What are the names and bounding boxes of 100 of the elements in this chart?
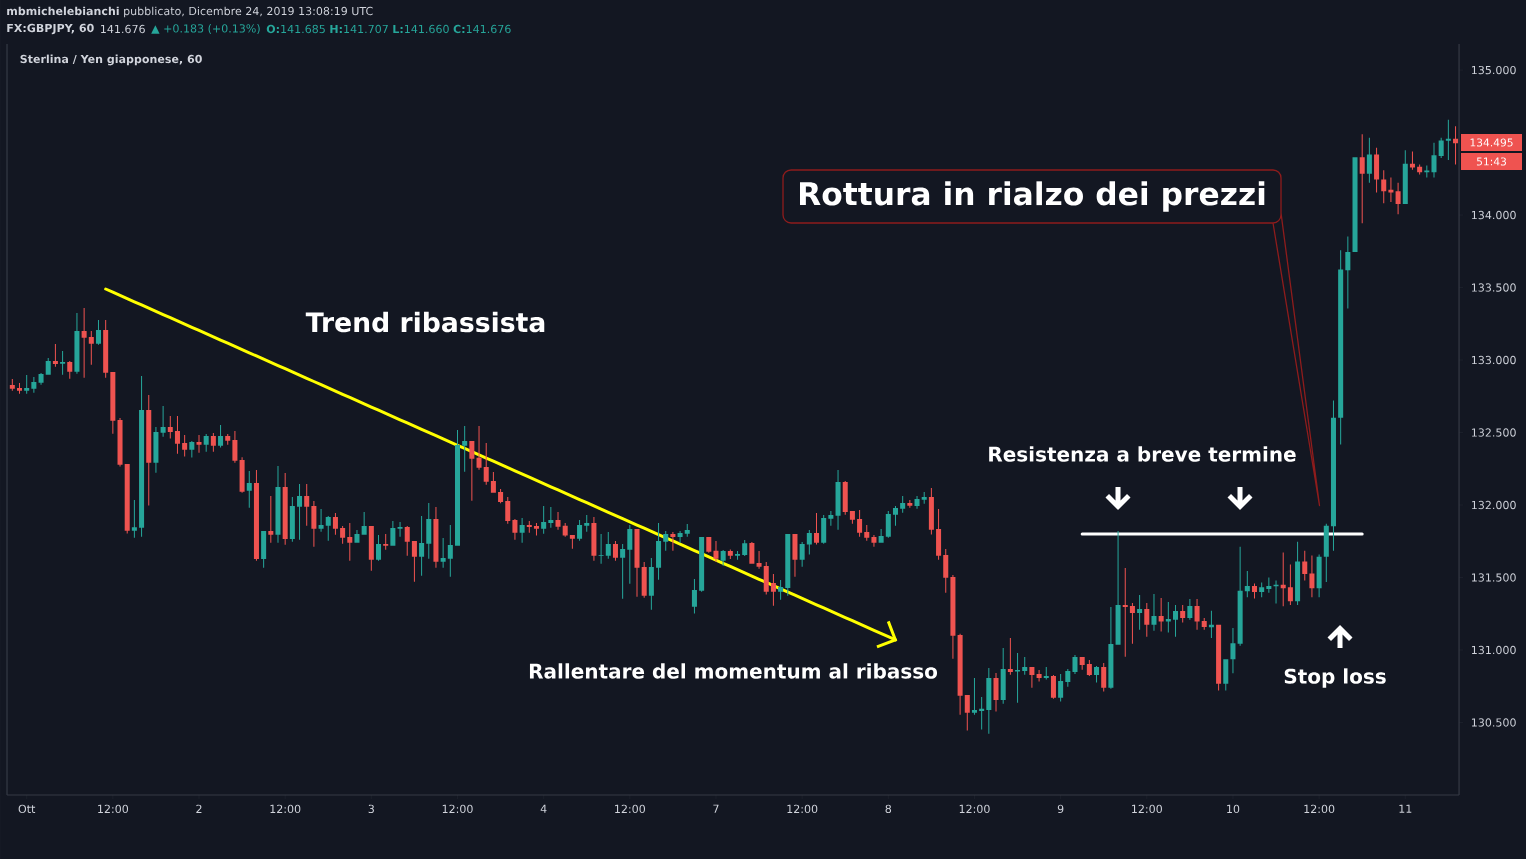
candlestick xyxy=(1165,602,1171,633)
candlestick xyxy=(533,523,539,536)
candlestick xyxy=(16,382,23,394)
candlestick xyxy=(225,433,231,445)
y-tick-label: 132.500 xyxy=(1471,428,1516,437)
annotation: Trend ribassista xyxy=(305,311,545,333)
candlestick xyxy=(971,677,977,715)
x-tick-label: 9 xyxy=(1057,804,1064,814)
candlestick xyxy=(598,534,604,564)
candlestick xyxy=(131,499,137,538)
candlestick xyxy=(397,521,403,537)
candlestick xyxy=(304,484,310,526)
candlestick xyxy=(318,509,324,532)
x-tick-label: 12:00 xyxy=(98,804,129,814)
candlestick xyxy=(268,496,274,543)
candlestick xyxy=(684,524,690,537)
y-tick-label: 135.000 xyxy=(1471,65,1516,75)
annotation: Rallentare del momentum al ribasso xyxy=(529,663,938,679)
x-tick-label: 12:00 xyxy=(959,804,990,814)
x-tick-label: 12:00 xyxy=(1132,804,1162,814)
candlestick xyxy=(778,579,784,600)
candlestick xyxy=(88,331,94,365)
candlestick xyxy=(921,491,927,504)
candlestick xyxy=(447,525,453,577)
candlestick xyxy=(1445,119,1451,160)
candlestick xyxy=(735,550,741,560)
candlestick xyxy=(9,379,15,391)
x-tick-label: 8 xyxy=(885,804,892,814)
x-tick-label: 12:00 xyxy=(442,804,473,814)
candlestick xyxy=(526,520,532,533)
y-tick-label: 133.000 xyxy=(1471,355,1516,365)
text: Sterlina / Yen giapponese, 60 xyxy=(20,54,202,66)
candlestick xyxy=(167,416,173,439)
candlestick xyxy=(892,506,898,526)
annotation: Resistenza a breve termine xyxy=(989,446,1296,462)
x-tick-label: 12:00 xyxy=(615,804,646,814)
text: FX:GBPJPY, 60 xyxy=(7,23,94,35)
candlestick xyxy=(1043,666,1049,680)
candlestick xyxy=(979,696,985,730)
candlestick xyxy=(620,544,626,599)
x-tick-label: 12:00 xyxy=(787,804,818,814)
text: mbmichelebianchi pubblicato, Dicembre 24, 2019 13:08:19 UTC xyxy=(7,6,373,18)
candlestick xyxy=(462,426,468,472)
y-tick-label: 131.000 xyxy=(1471,645,1516,655)
x-tick-label: 12:00 xyxy=(1304,804,1335,814)
x-tick-label: 4 xyxy=(540,804,547,813)
candlestick xyxy=(383,534,389,550)
candlestick xyxy=(440,538,446,568)
candlestick xyxy=(1431,142,1437,178)
x-tick-label: 2 xyxy=(196,804,202,813)
candlestick xyxy=(864,525,870,541)
x-tick-label: 12:00 xyxy=(270,804,301,814)
candlestick xyxy=(900,496,906,513)
candlestick xyxy=(347,523,353,561)
x-tick-label: 10 xyxy=(1227,804,1240,814)
candlestick xyxy=(1158,597,1164,632)
candlestick xyxy=(1015,653,1021,703)
candlestick xyxy=(1259,582,1265,598)
candlestick xyxy=(275,466,281,543)
candlestick xyxy=(548,507,554,528)
candlestick xyxy=(770,574,776,606)
x-tick-label: 11 xyxy=(1399,804,1412,813)
annotation: Stop loss xyxy=(1284,668,1386,688)
text: 141.676 xyxy=(101,24,145,34)
candlestick xyxy=(519,518,525,543)
candlestick xyxy=(670,531,676,551)
candlestick xyxy=(1072,654,1078,674)
candlestick xyxy=(81,308,87,378)
candlestick xyxy=(52,343,58,367)
candlestick xyxy=(246,471,252,508)
x-tick-label: 7 xyxy=(713,804,719,813)
y-tick-label: 133.500 xyxy=(1471,283,1516,292)
text: 51:43 xyxy=(1476,157,1507,166)
candlestick xyxy=(907,500,913,508)
candlestick xyxy=(993,672,999,712)
candlestick xyxy=(584,515,590,532)
x-tick-label: 3 xyxy=(368,804,374,814)
candlestick xyxy=(1173,605,1179,637)
candlestick xyxy=(1007,637,1013,675)
y-tick-label: 131.500 xyxy=(1471,573,1516,582)
text: 134.495 xyxy=(1470,138,1513,147)
candlestick xyxy=(196,435,202,453)
candlestick xyxy=(1137,595,1143,630)
candlestick xyxy=(828,510,834,526)
candlestick xyxy=(555,511,561,530)
candlestick xyxy=(541,506,547,534)
candlestick xyxy=(569,535,575,549)
candlestick xyxy=(1409,151,1415,170)
text: ▲ +0.183 (+0.13%) xyxy=(151,24,260,34)
x-tick-label: Ott xyxy=(18,804,36,814)
y-tick-label: 134.000 xyxy=(1471,210,1516,220)
candlestick xyxy=(1129,603,1135,644)
candlestick xyxy=(297,484,303,540)
y-tick-label: 130.500 xyxy=(1471,718,1516,727)
candlestick xyxy=(24,374,30,394)
candlestick xyxy=(60,351,66,375)
candlestick xyxy=(182,435,188,457)
candlestick xyxy=(871,535,877,547)
text: O:141.685 H:141.707 L:141.660 C:141.676 xyxy=(266,24,511,34)
candlestick xyxy=(756,550,762,569)
